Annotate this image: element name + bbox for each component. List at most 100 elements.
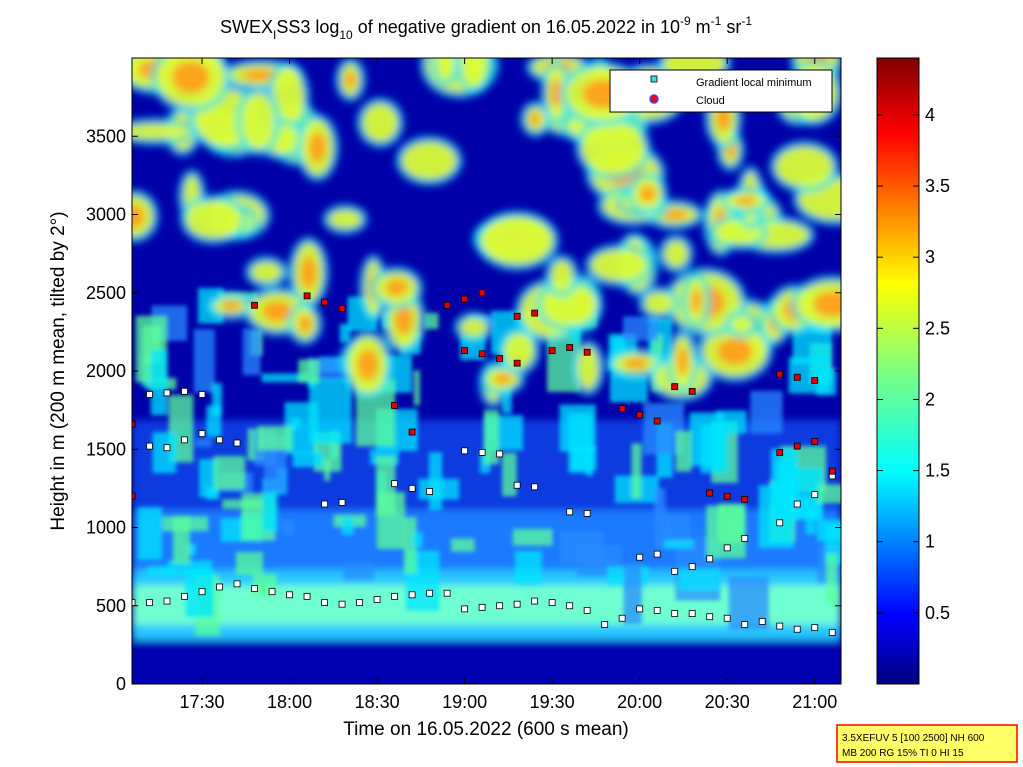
gradient-minimum-marker [583, 607, 591, 614]
cloud-marker [132, 492, 136, 500]
gradient-minimum-marker [181, 436, 188, 444]
heatmap-patch [816, 368, 837, 396]
cloud-marker [513, 359, 521, 367]
cloud-marker [566, 344, 574, 351]
heatmap-blob [775, 146, 834, 188]
gradient-minimum-marker [671, 610, 679, 617]
y-tick-label: 2500 [86, 283, 126, 303]
y-tick-label: 500 [96, 596, 126, 616]
heatmap-patch [186, 543, 197, 556]
gradient-minimum-marker [373, 596, 381, 603]
heatmap-blob [460, 58, 487, 88]
y-tick-label: 3500 [86, 126, 126, 146]
x-tick-label: 18:30 [355, 692, 400, 712]
x-axis: 17:30 18:00 18:30 19:00 19:30 20:00 20:30 21:00 [180, 58, 837, 712]
gradient-minimum-marker [793, 500, 801, 508]
heatmap-patch [222, 499, 263, 509]
chart-title: SWEXISS3 log10 of negative gradient on 1… [220, 14, 752, 42]
gradient-minimum-marker [216, 436, 223, 444]
gradient-minimum-marker [566, 602, 574, 610]
heatmap-blob [590, 249, 648, 282]
gradient-minimum-marker [268, 588, 276, 596]
cloud-marker [461, 347, 469, 355]
gradient-minimum-marker [513, 481, 521, 489]
heatmap-patch [512, 528, 553, 546]
info-line-1: 3.5XEFUV 5 [100 2500] NH 600 [842, 733, 985, 744]
heatmap-patch [817, 484, 841, 504]
cloud-marker [636, 411, 644, 419]
gradient-minimum-marker [496, 602, 504, 610]
cloud-marker [461, 295, 469, 303]
heatmap-patch [137, 507, 163, 560]
heatmap-blob [132, 123, 190, 140]
heatmap-patch [211, 383, 222, 416]
y-tick-label: 1500 [86, 439, 126, 459]
heatmap-patch [675, 430, 692, 472]
cloud-marker [513, 312, 521, 320]
gradient-minimum-marker [811, 491, 819, 499]
heatmap-patch [805, 507, 816, 535]
heatmap-blob-core [345, 70, 356, 89]
gradient-minimum-marker [706, 555, 714, 563]
heatmap-blob-core [308, 132, 327, 163]
cloud-marker [793, 442, 801, 450]
cloud-marker [548, 347, 556, 355]
gradient-minimum-marker [828, 628, 836, 636]
x-tick-label: 20:30 [705, 692, 750, 712]
legend-label-cloud: Cloud [696, 95, 725, 107]
heatmap-blob [185, 200, 242, 239]
gradient-minimum-marker [233, 580, 241, 588]
cloud-marker [688, 387, 696, 395]
gradient-minimum-marker [443, 589, 451, 597]
gradient-minimum-marker [181, 592, 188, 600]
legend-marker-cloud [649, 94, 659, 104]
gradient-minimum-marker [408, 591, 416, 599]
heatmap-patch [172, 515, 191, 564]
gradient-minimum-marker [618, 614, 626, 622]
x-tick-label: 18:00 [267, 692, 312, 712]
heatmap-patch [424, 312, 439, 330]
gradient-minimum-marker [426, 589, 434, 597]
gradient-minimum-marker [198, 588, 206, 596]
heatmap-patch [750, 390, 783, 434]
colorbar: 0.5 1 1.5 2 2.5 3 3.5 4 [876, 57, 950, 685]
gradient-minimum-marker [531, 483, 539, 491]
gradient-minimum-marker [776, 622, 784, 630]
gradient-minimum-marker [636, 553, 644, 561]
heatmap-blob [401, 141, 457, 180]
gradient-minimum-marker [163, 444, 171, 452]
heatmap-blob [550, 260, 574, 292]
heatmap-blob [730, 315, 753, 333]
gradient-minimum-marker [163, 389, 171, 397]
cloud-marker [723, 492, 731, 500]
heatmap-blob [250, 261, 283, 283]
x-tick-label: 21:00 [792, 692, 837, 712]
heatmap-patch [213, 455, 246, 490]
cloud-marker [618, 405, 626, 412]
heatmap-blob-core [220, 301, 242, 311]
heatmap-patch [375, 456, 396, 516]
gradient-minimum-marker [286, 591, 293, 599]
cloud-marker [811, 438, 819, 445]
gradient-minimum-marker [776, 519, 784, 527]
x-tick-label: 20:00 [617, 692, 662, 712]
gradient-minimum-marker [181, 387, 188, 395]
gradient-minimum-marker [146, 391, 153, 398]
heatmap-patch [298, 359, 320, 383]
gradient-minimum-marker [146, 599, 153, 607]
info-line-2: MB 200 RG 15% TI 0 HI 15 [842, 748, 964, 759]
heatmap-blob [272, 67, 305, 127]
gradient-minimum-marker [478, 603, 486, 611]
heatmap-patch [661, 539, 694, 549]
heatmap-patch [196, 438, 212, 447]
gradient-minimum-marker [636, 605, 644, 613]
heatmap-patch [403, 517, 417, 574]
gradient-minimum-marker [338, 499, 346, 506]
cloud-marker [408, 428, 416, 436]
heatmap-blob [577, 346, 599, 390]
colorbar-gradient [876, 57, 920, 685]
legend: Gradient local minimum Cloud [609, 69, 833, 113]
cloud-marker [706, 489, 714, 497]
heatmap-patch [150, 349, 168, 416]
